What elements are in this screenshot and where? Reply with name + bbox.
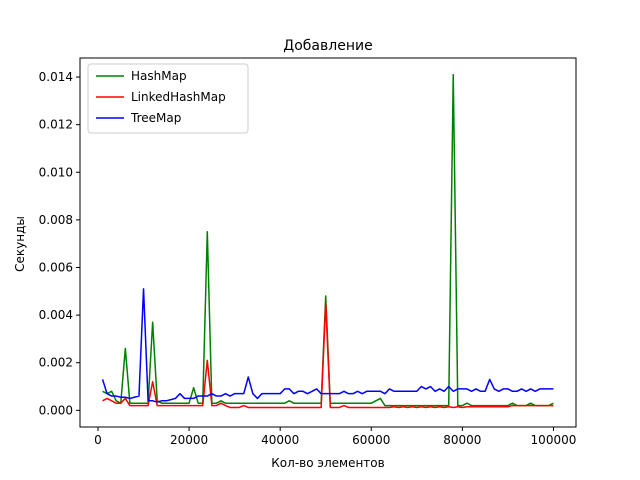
y-tick-label: 0.010 [39, 165, 73, 179]
y-tick-label: 0.006 [39, 260, 73, 274]
y-tick-label: 0.000 [39, 403, 73, 417]
chart-title: Добавление [283, 38, 372, 54]
legend-label-treemap: TreeMap [130, 111, 181, 125]
legend: HashMap LinkedHashMap TreeMap [87, 63, 249, 134]
y-tick-label: 0.008 [39, 213, 73, 227]
legend-label-linkedhashmap: LinkedHashMap [131, 90, 226, 104]
x-tick-label: 20000 [170, 433, 208, 447]
x-tick-label: 80000 [443, 433, 481, 447]
x-tick-label: 60000 [352, 433, 390, 447]
legend-box [87, 63, 249, 134]
y-axis: 0.000 0.002 0.004 0.006 0.008 0.010 0.012 0.014 [39, 70, 80, 417]
x-tick-label: 40000 [261, 433, 299, 447]
plot-border [79, 57, 577, 428]
y-axis-title: Секунды [13, 216, 27, 272]
y-tick-label: 0.002 [39, 356, 73, 370]
axes-frame [79, 57, 577, 428]
x-axis-title: Кол-во элементов [271, 456, 384, 470]
x-tick-label: 100000 [531, 433, 577, 447]
series-line-treemap [101, 288, 554, 403]
y-tick-label: 0.004 [39, 308, 73, 322]
x-tick-label: 0 [94, 433, 102, 447]
y-tick-label: 0.014 [39, 70, 73, 84]
x-axis: 0 20000 40000 60000 80000 100000 [94, 427, 576, 447]
y-tick-label: 0.012 [39, 118, 73, 132]
series-line-linkedhashmap [102, 302, 554, 409]
plot-area [101, 73, 554, 409]
legend-label-hashmap: HashMap [131, 69, 187, 83]
